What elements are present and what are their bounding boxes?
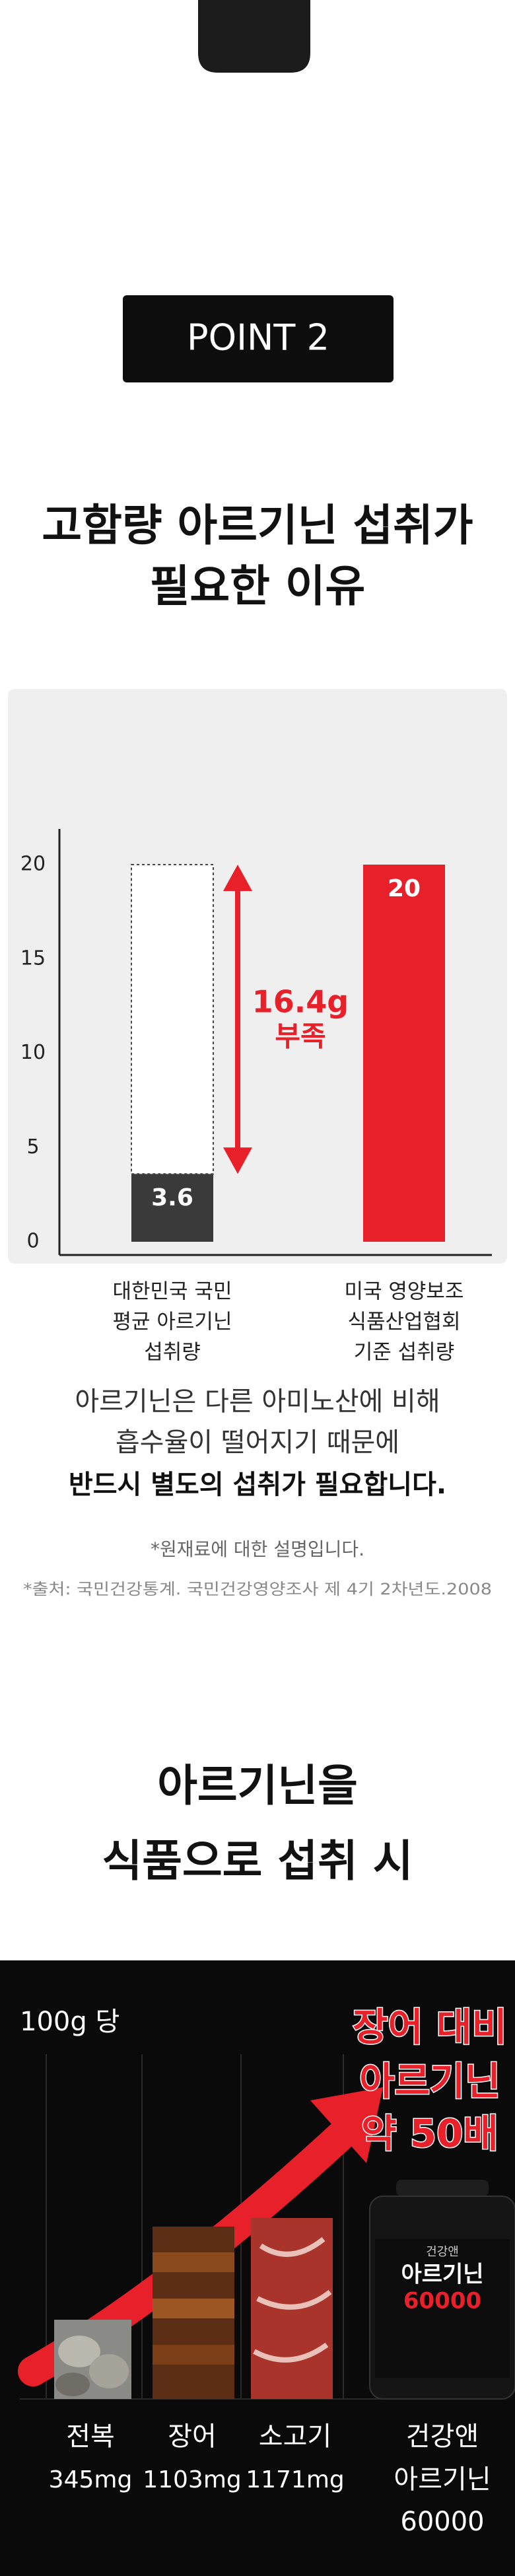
callout: 약 50배 <box>361 2111 498 2156</box>
note: *원재료에 대한 설명입니다. <box>151 1538 364 1560</box>
food-amount: 1103mg <box>143 2466 242 2493</box>
heading: 아르기닌을 <box>157 1760 358 1811</box>
callout: 장어 대비 <box>353 2005 507 2050</box>
gap-label: 16.4g <box>252 984 349 1020</box>
food-amount: 1171mg <box>246 2466 345 2493</box>
product-name: 아르기닌 <box>394 2464 491 2495</box>
food-name: 전복 <box>66 2421 115 2452</box>
heading: 식품으로 섭취 시 <box>102 1836 413 1886</box>
explanation: 아르기닌은 다른 아미노산에 비해 <box>75 1386 440 1417</box>
x-tick-label: 평균 아르기닌 <box>113 1310 232 1334</box>
bar <box>131 1174 213 1242</box>
gap-arrow-head <box>223 1147 252 1174</box>
eel-image <box>153 2227 234 2399</box>
x-tick-label: 식품산업협회 <box>347 1310 460 1334</box>
product-bottle <box>369 2180 515 2400</box>
product-name: 60000 <box>400 2507 484 2537</box>
x-tick-label: 섭취량 <box>144 1341 201 1365</box>
explanation: 흡수율이 떨어지기 때문에 <box>116 1427 399 1458</box>
y-tick-label: 0 <box>26 1230 39 1253</box>
food-labels: 전복 345mg 장어 1103mg 소고기 1171mg <box>49 2421 345 2493</box>
y-tick-label: 10 <box>20 1041 46 1064</box>
reference-outline <box>131 864 214 1175</box>
product-label-name: 아르기닌 <box>401 2262 483 2288</box>
unit-label: 100g 당 <box>20 2007 120 2037</box>
food-name: 장어 <box>168 2421 217 2452</box>
bar-value-label: 20 <box>388 875 421 902</box>
trend-arrow-head <box>310 2087 383 2163</box>
heading: 고함량 아르기닌 섭취가 <box>42 500 473 551</box>
gap-label: 부족 <box>275 1020 326 1053</box>
food-name: 소고기 <box>259 2421 331 2452</box>
y-tick-label: 5 <box>26 1135 39 1159</box>
callout: 아르기닌 <box>359 2059 500 2104</box>
product-label-brand: 건강앤 <box>426 2245 459 2259</box>
gap-arrow-head <box>223 865 252 891</box>
y-tick-label: 15 <box>20 947 46 970</box>
badge-bg <box>123 295 394 382</box>
y-tick-label: 20 <box>20 853 46 876</box>
product-name: 건강앤 <box>406 2421 479 2452</box>
point-badge: POINT 2 <box>187 317 329 359</box>
bar <box>363 865 445 1242</box>
bottle-bottom <box>198 0 310 73</box>
explanation: 반드시 별도의 섭취가 필요합니다. <box>69 1470 446 1500</box>
x-tick-label: 미국 영양보조 <box>345 1280 464 1304</box>
food-amount: 345mg <box>49 2466 133 2493</box>
bar-value-label: 3.6 <box>151 1184 193 1211</box>
x-tick-label: 기준 섭취량 <box>354 1341 454 1365</box>
x-tick-label: 대한민국 국민 <box>113 1280 232 1304</box>
beef-image <box>251 2218 333 2399</box>
product-label-number: 60000 <box>403 2288 481 2314</box>
heading: 필요한 이유 <box>150 561 366 612</box>
abalone-image <box>54 2320 131 2399</box>
note: *출처: 국민건강통계. 국민건강영양조사 제 4기 2차년도.2008 <box>23 1580 492 1598</box>
